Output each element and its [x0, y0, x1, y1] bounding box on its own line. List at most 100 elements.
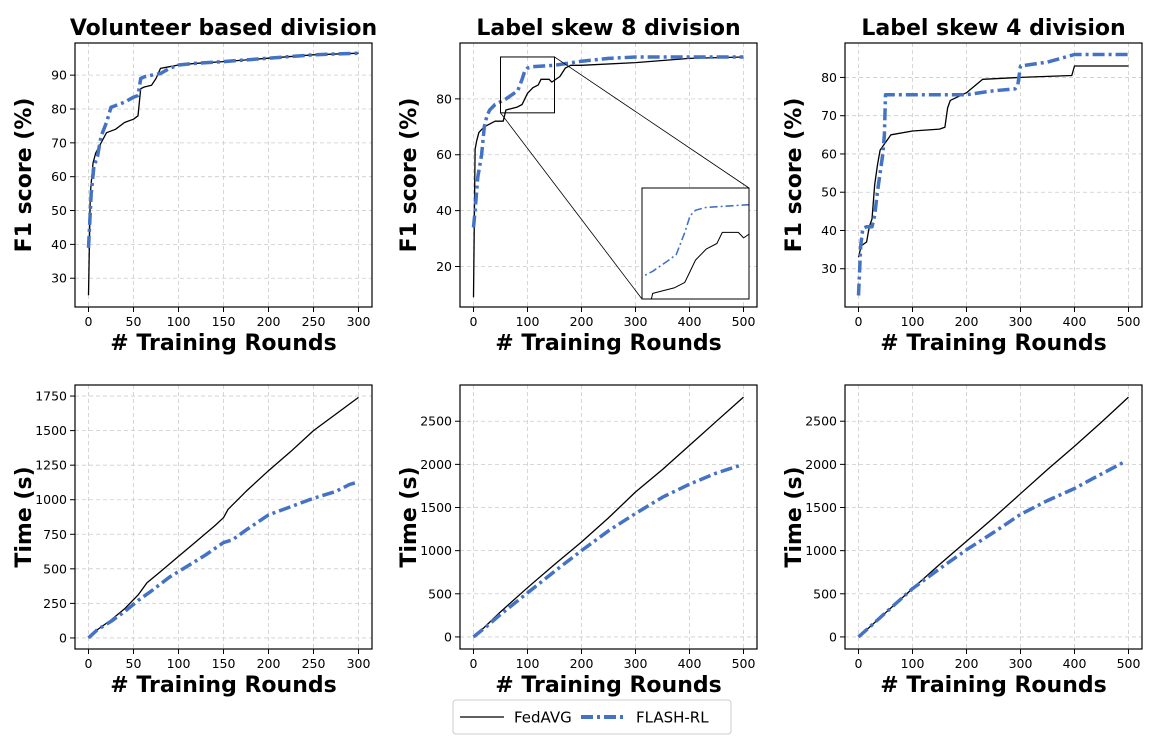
x-tick-label: 200	[570, 656, 594, 671]
y-tick-label: 80	[821, 70, 837, 85]
x-tick-label: 400	[678, 314, 702, 329]
x-tick-label: 0	[85, 656, 93, 671]
y-tick-label: 500	[43, 561, 67, 576]
legend-label-fedavg: FedAVG	[514, 709, 572, 727]
x-tick-label: 300	[1009, 314, 1033, 329]
series-line-flash-rl	[857, 461, 1124, 639]
x-axis-label: # Training Rounds	[495, 673, 721, 698]
x-tick-label: 50	[126, 314, 142, 329]
x-tick-label: 0	[470, 314, 478, 329]
legend: FedAVG FLASH-RL	[452, 699, 732, 735]
chart-panel-0: 0 50 100 150 200 250 300 30 40 50 60 70 80 90 Voluntee…	[12, 16, 377, 356]
inset-frame	[641, 187, 750, 300]
x-tick-label: 300	[624, 314, 648, 329]
x-tick-label: 300	[624, 656, 648, 671]
plot-area	[857, 396, 1129, 639]
x-tick-label: 200	[955, 656, 979, 671]
x-tick-label: 300	[1009, 656, 1033, 671]
y-tick-label: 2000	[805, 457, 837, 472]
plot-area	[86, 51, 359, 296]
y-tick-label: 0	[444, 629, 452, 644]
y-tick-label: 1000	[35, 492, 67, 507]
x-axis-label: # Training Rounds	[880, 331, 1106, 356]
series-line-fedavg	[857, 65, 1129, 258]
x-tick-label: 50	[126, 656, 142, 671]
y-tick-label: 30	[51, 271, 67, 286]
y-tick-label: 2500	[805, 414, 837, 429]
zoom-region-box	[500, 56, 555, 114]
y-tick-label: 60	[436, 147, 452, 162]
chart-panel-1: 0 100 200 300 400 500 20 40 60 80 Label skew 8 div…	[397, 16, 758, 356]
y-tick-label: 80	[51, 102, 67, 117]
series-line-flash-rl	[87, 480, 360, 640]
y-axis-label: F1 score (%)	[782, 98, 807, 253]
x-axis-label: # Training Rounds	[495, 331, 721, 356]
series-line-flash-rl	[856, 52, 1129, 296]
x-tick-label: 200	[257, 656, 281, 671]
x-tick-label: 0	[470, 656, 478, 671]
x-tick-label: 100	[167, 314, 191, 329]
y-axis-label: F1 score (%)	[12, 98, 37, 253]
x-tick-label: 400	[678, 656, 702, 671]
zoom-connector-line	[554, 56, 750, 189]
plot-area	[472, 396, 744, 639]
chart-title: Label skew 4 division	[861, 16, 1125, 41]
y-tick-label: 70	[51, 135, 67, 150]
x-tick-label: 500	[1117, 656, 1141, 671]
y-tick-label: 500	[813, 586, 837, 601]
x-tick-label: 500	[732, 314, 756, 329]
y-tick-label: 0	[829, 629, 837, 644]
axes-frame	[844, 384, 1143, 650]
axes-frame	[74, 42, 373, 308]
y-tick-label: 500	[428, 586, 452, 601]
axes-frame	[844, 42, 1143, 308]
zoom-connector-line	[500, 112, 643, 300]
y-tick-label: 250	[43, 596, 67, 611]
x-tick-label: 200	[570, 314, 594, 329]
y-tick-label: 40	[436, 203, 452, 218]
x-tick-label: 100	[516, 656, 540, 671]
x-tick-label: 250	[302, 314, 326, 329]
y-axis-label: Time (s)	[397, 466, 422, 567]
plot-area	[87, 396, 360, 640]
legend-label-flash-rl: FLASH-RL	[636, 709, 709, 727]
x-axis-label: # Training Rounds	[110, 673, 336, 698]
inset-plot-area	[642, 203, 749, 299]
series-line-fedavg	[88, 396, 359, 639]
series-line-fedavg	[472, 56, 744, 298]
y-tick-label: 1000	[420, 543, 452, 558]
y-tick-label: 1500	[805, 500, 837, 515]
x-tick-label: 150	[212, 314, 236, 329]
y-tick-label: 20	[436, 259, 452, 274]
plot-area	[856, 52, 1129, 296]
y-tick-label: 50	[821, 185, 837, 200]
y-tick-label: 1500	[35, 423, 67, 438]
y-axis-label: Time (s)	[12, 466, 37, 567]
x-tick-label: 100	[901, 656, 925, 671]
y-tick-label: 40	[51, 237, 67, 252]
x-tick-label: 500	[732, 656, 756, 671]
chart-panel-2: 0 100 200 300 400 500 30 40 50 60 70 80 Label skew 4…	[782, 16, 1143, 356]
y-tick-label: 30	[821, 261, 837, 276]
y-tick-label: 750	[43, 527, 67, 542]
chart-panel-3: 0 50 100 150 200 250 300 0 250 500 750 1000 1250 1500…	[12, 384, 373, 698]
x-tick-label: 200	[257, 314, 281, 329]
x-tick-label: 0	[85, 314, 93, 329]
x-tick-label: 150	[212, 656, 236, 671]
x-tick-label: 100	[167, 656, 191, 671]
x-tick-label: 100	[516, 314, 540, 329]
series-line-fedavg	[473, 396, 744, 638]
inset-series-line-fedavg	[650, 231, 749, 299]
x-tick-label: 100	[901, 314, 925, 329]
x-tick-label: 200	[955, 314, 979, 329]
plot-area	[471, 55, 744, 298]
y-tick-label: 1000	[805, 543, 837, 558]
x-tick-label: 300	[347, 656, 371, 671]
y-tick-label: 60	[821, 146, 837, 161]
series-line-fedavg	[87, 52, 359, 296]
y-tick-label: 1250	[35, 458, 67, 473]
y-tick-label: 2000	[420, 457, 452, 472]
chart-title: Label skew 8 division	[476, 16, 740, 41]
y-axis-label: F1 score (%)	[397, 98, 422, 253]
